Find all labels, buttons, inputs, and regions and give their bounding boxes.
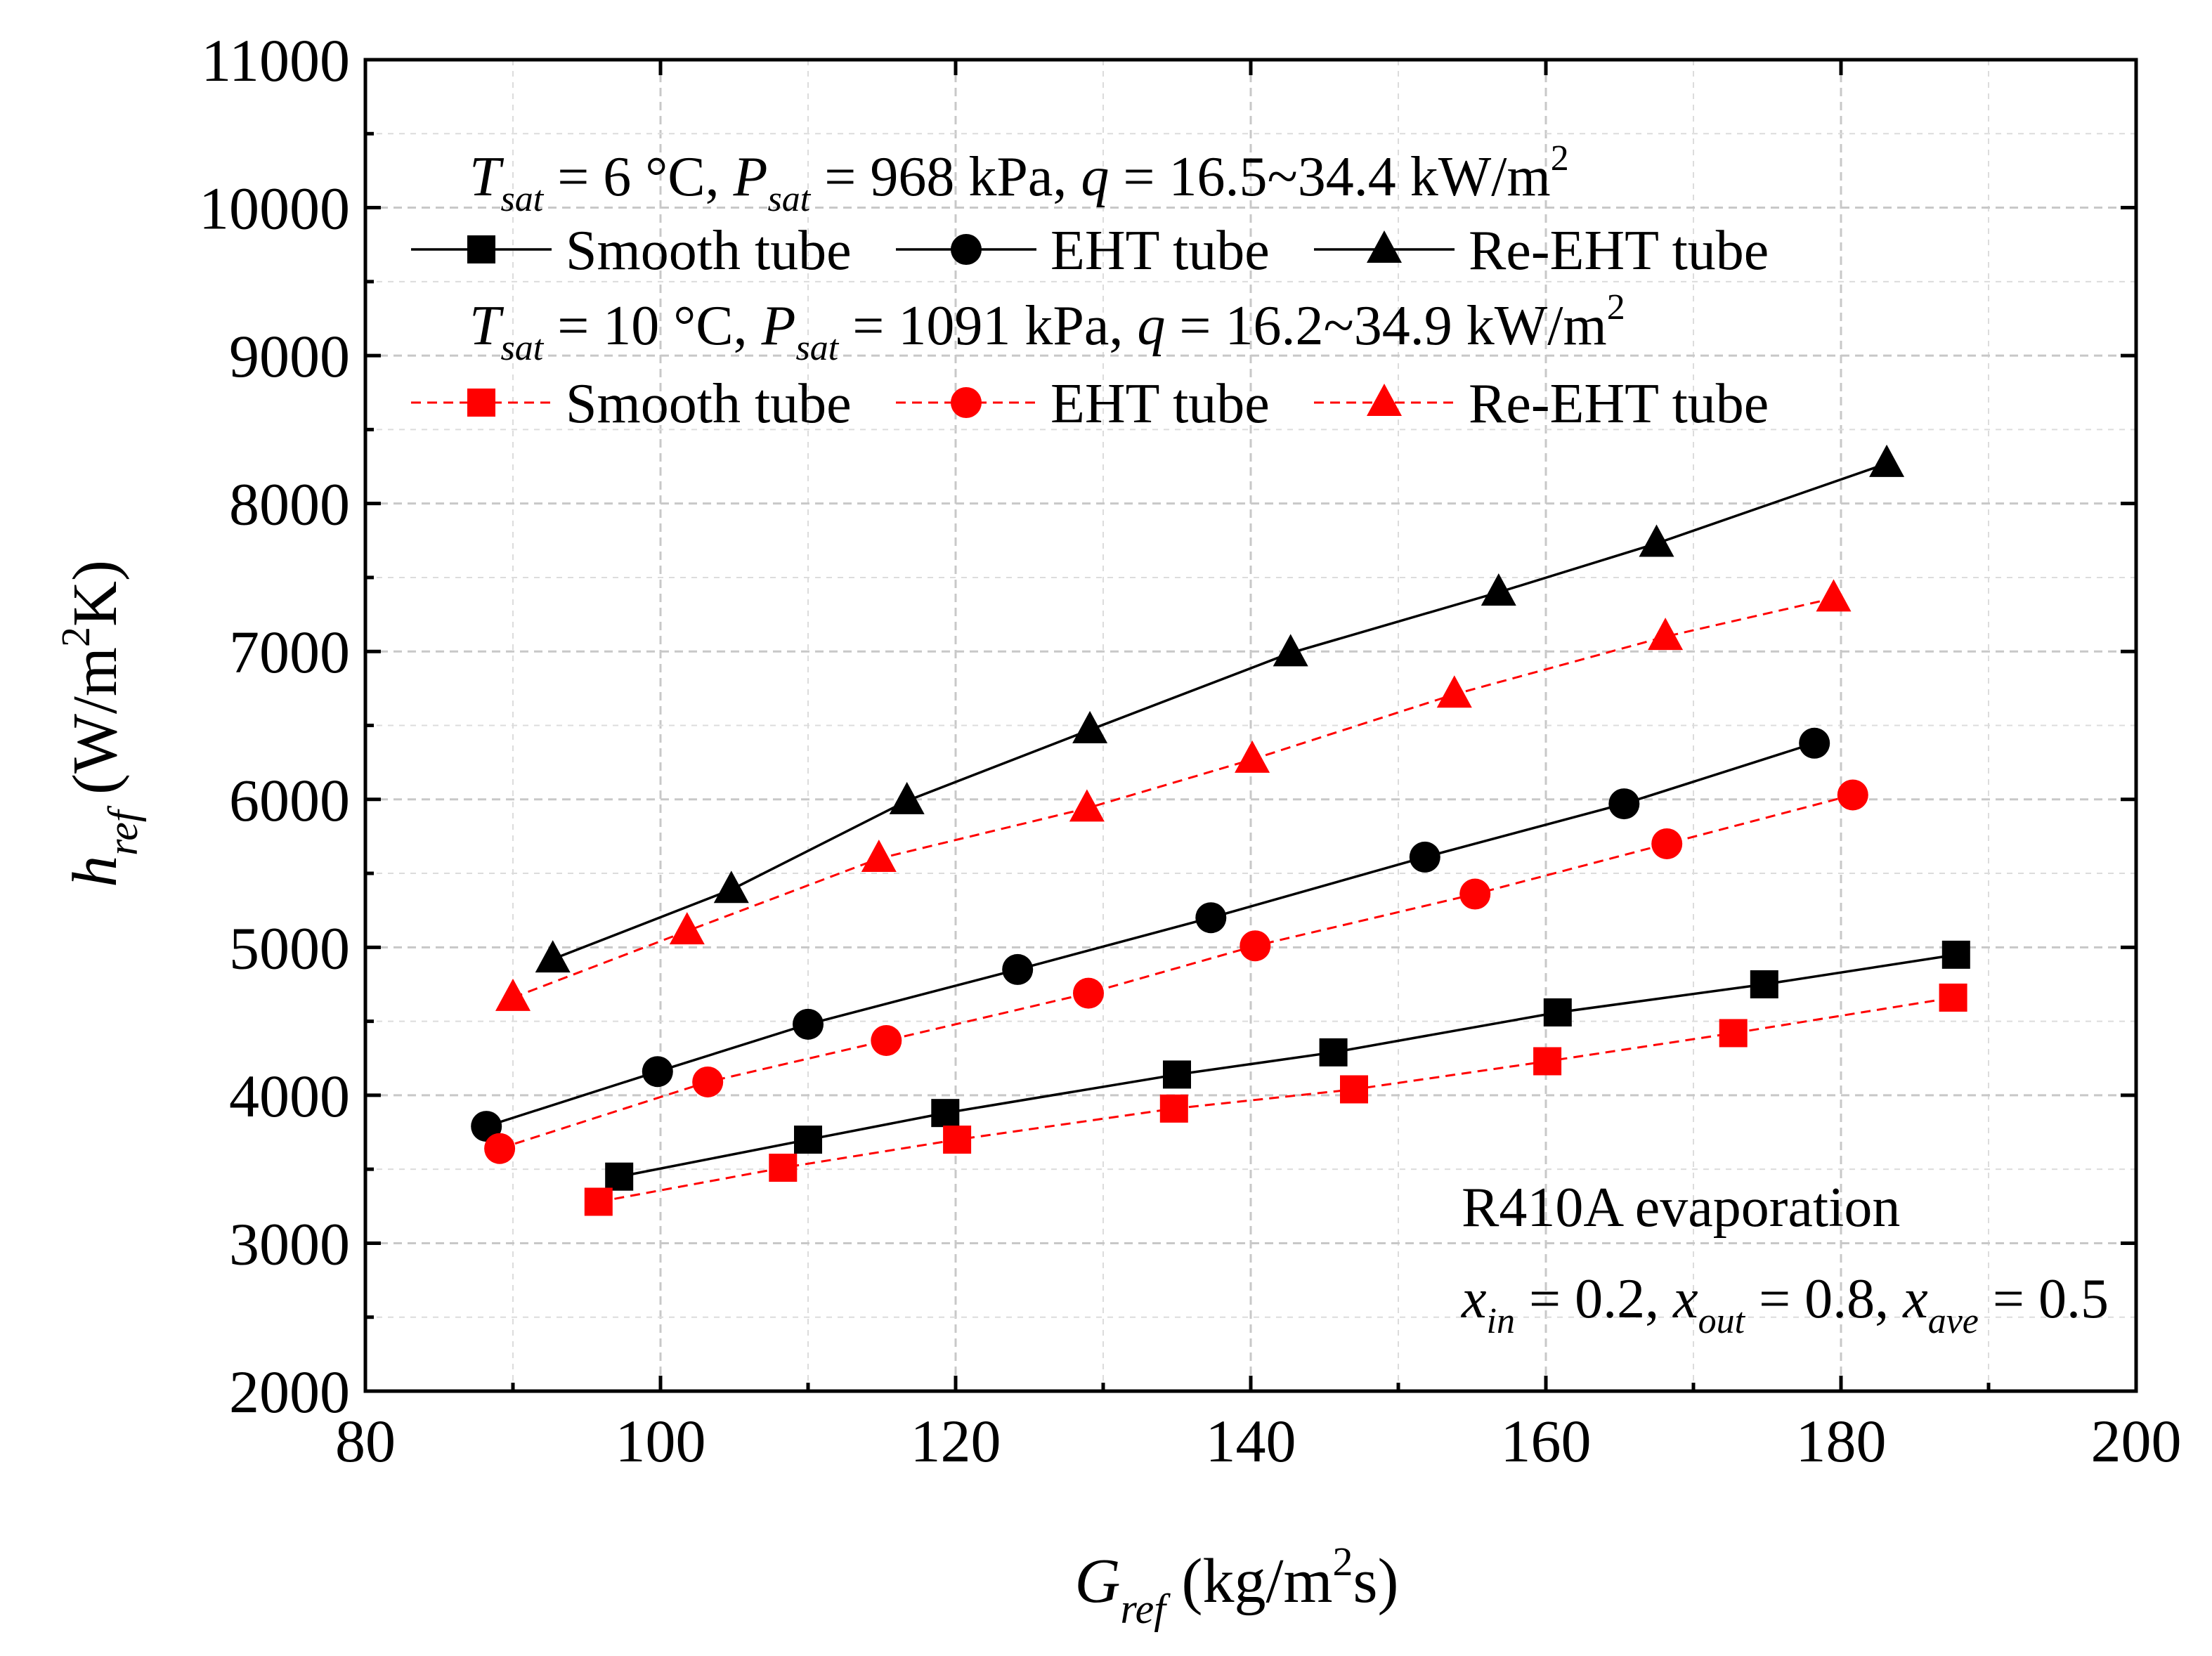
data-point-eht-tube-10c [1837,779,1868,811]
x-tick-label: 80 [335,1407,396,1475]
series-line-smooth-tube-10c [598,996,1953,1203]
legend-label-eht-tube-10c: EHT tube [1050,373,1270,435]
x-tick-label: 100 [616,1407,706,1475]
data-point-smooth-tube-10c [584,1187,613,1216]
data-point-re-eht-tube-6c [1273,634,1308,667]
data-point-re-eht-tube-10c [861,840,897,872]
data-point-eht-tube-10c [871,1024,902,1056]
y-tick-label: 8000 [229,471,350,538]
y-tick-label: 2000 [229,1358,350,1426]
data-point-smooth-tube-10c [1533,1047,1562,1076]
y-tick-label: 10000 [199,175,350,242]
x-tick-label: 160 [1501,1407,1592,1475]
data-point-re-eht-tube-10c [1648,618,1684,651]
data-point-eht-tube-6c [471,1111,502,1142]
legend: Smooth tube EHT tube Re-EHT tube Smooth tub… [411,220,1769,435]
data-point-eht-tube-6c [1608,788,1640,820]
y-tick-label: 4000 [229,1062,350,1130]
y-tick-label: 3000 [229,1210,350,1277]
data-point-smooth-tube-6c [1319,1038,1348,1067]
series-line-eht-tube-6c [486,742,1815,1128]
data-point-re-eht-tube-6c [1639,524,1674,557]
data-point-re-eht-tube-10c [1436,675,1472,708]
legend-marker-re-eht-tube-6c [1367,230,1402,263]
data-point-smooth-tube-10c [943,1126,972,1154]
data-point-eht-tube-10c [1073,977,1104,1009]
series-smooth-tube-10c [584,983,1967,1216]
data-point-eht-tube-6c [1002,953,1034,985]
legend-condition-6c: Tsat = 6 °C, Psat = 968 kPa, q = 16.5~34… [469,138,1569,219]
series-eht-tube-10c [484,779,1868,1164]
data-point-smooth-tube-6c [1543,998,1572,1026]
y-tick-label: 7000 [229,618,350,686]
x-axis-title: Gref (kg/m2s) [1075,1539,1399,1632]
data-point-re-eht-tube-6c [1869,444,1905,477]
x-tick-label: 200 [2091,1407,2182,1475]
series-re-eht-tube-6c [535,444,1905,973]
data-point-eht-tube-10c [1459,878,1491,910]
ticks-layer: 80 100 120 140 160 180 200 2000 3000 4000 5000 6000… [199,27,2182,1475]
annotation-fluid: R410A evaporation [1462,1177,1900,1239]
legend-marker-re-eht-tube-10c [1367,384,1402,416]
legend-condition-10c: Tsat = 10 °C, Psat = 1091 kPa, q = 16.2~… [469,287,1625,368]
series-line-smooth-tube-6c [618,953,1957,1178]
x-tick-label: 140 [1206,1407,1296,1475]
data-point-eht-tube-6c [1195,902,1227,934]
data-point-smooth-tube-10c [1719,1019,1748,1048]
data-point-eht-tube-6c [642,1056,673,1088]
data-point-re-eht-tube-10c [495,978,531,1011]
legend-label-smooth-tube-6c: Smooth tube [566,220,852,282]
y-axis-title: href (W/m2K) [53,560,146,887]
annotation-quality: xin = 0.2, xout = 0.8, xave = 0.5 [1461,1268,2109,1341]
data-point-eht-tube-6c [793,1008,824,1040]
legend-label-re-eht-tube-10c: Re-EHT tube [1469,373,1769,435]
series-line-re-eht-tube-10c [512,596,1834,999]
data-point-re-eht-tube-10c [1235,740,1270,773]
series-line-eht-tube-10c [499,794,1854,1150]
data-point-smooth-tube-6c [931,1099,960,1128]
data-point-eht-tube-10c [484,1133,516,1164]
legend-marker-smooth-tube-10c [467,389,495,417]
data-point-eht-tube-6c [1409,841,1440,873]
data-point-smooth-tube-6c [605,1162,634,1191]
data-point-smooth-tube-6c [1941,940,1970,969]
data-point-eht-tube-10c [692,1066,724,1097]
data-point-smooth-tube-6c [1750,970,1778,998]
y-tick-label: 9000 [229,322,350,390]
data-point-smooth-tube-10c [1340,1075,1368,1104]
y-tick-label: 11000 [201,27,350,94]
series-line-re-eht-tube-6c [552,462,1887,960]
data-point-re-eht-tube-6c [1481,573,1516,606]
x-tick-label: 120 [911,1407,1001,1475]
data-point-re-eht-tube-6c [713,871,749,904]
data-point-re-eht-tube-10c [1816,579,1852,612]
legend-marker-smooth-tube-6c [467,235,495,263]
data-point-eht-tube-10c [1240,930,1271,962]
legend-label-re-eht-tube-6c: Re-EHT tube [1469,220,1769,282]
data-point-re-eht-tube-6c [1072,710,1108,743]
data-point-smooth-tube-6c [794,1126,822,1154]
data-point-eht-tube-10c [1651,828,1683,859]
data-point-re-eht-tube-10c [1069,789,1105,822]
y-tick-label: 5000 [229,914,350,982]
data-point-smooth-tube-10c [769,1154,798,1182]
data-point-smooth-tube-6c [1163,1060,1191,1089]
x-tick-label: 180 [1796,1407,1887,1475]
data-point-smooth-tube-10c [1939,983,1967,1012]
legend-marker-eht-tube-6c [951,234,982,265]
data-point-re-eht-tube-6c [535,940,571,973]
data-point-re-eht-tube-10c [669,912,705,945]
series-smooth-tube-6c [605,940,1970,1191]
data-point-smooth-tube-10c [1159,1094,1188,1123]
data-point-eht-tube-6c [1799,727,1830,759]
legend-label-smooth-tube-10c: Smooth tube [566,373,852,435]
y-tick-label: 6000 [229,767,350,834]
legend-label-eht-tube-6c: EHT tube [1050,220,1270,282]
legend-marker-eht-tube-10c [951,387,982,418]
data-point-re-eht-tube-6c [889,781,925,814]
series-eht-tube-6c [471,727,1830,1142]
series-layer [471,444,1970,1216]
series-re-eht-tube-10c [495,579,1852,1011]
